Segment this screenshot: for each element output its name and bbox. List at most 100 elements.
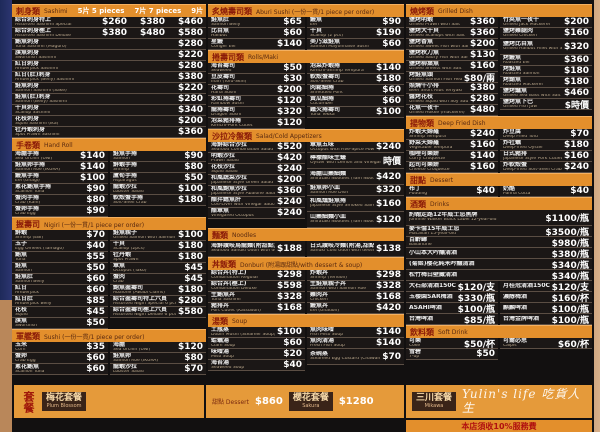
menu-item[interactable]: 鮭魚 Salmon $50	[12, 263, 108, 274]
menu-item[interactable]: 旗魚刺身 Swordfish Sashimi $220	[12, 50, 206, 61]
menu-item[interactable]: 和風鮑魚沙拉 Japanese Style Abalone Salad $360	[208, 186, 305, 197]
menu-item[interactable]: 魚肉味噌 Fish Miso Soup $140	[307, 327, 404, 338]
menu-item[interactable]: 鮭魚刺身 Salmon Sashimi (Sake) $220	[12, 83, 206, 94]
menu-item[interactable]: 彩虹捲壽司 Rainbow Sushi $120	[208, 96, 305, 107]
menu-item[interactable]: 海膽手捲 Sea Urchin (UNI) $140	[12, 151, 108, 162]
menu-item[interactable]: 竹筴魚一夜干 Grilled Jack Mackerel $200	[500, 17, 592, 28]
menu-item[interactable]: 松竹梅白壁藏清酒 $340/瓶	[406, 270, 592, 282]
menu-item[interactable]: 蔥花鮪魚 Scallion Tuna $60	[12, 364, 108, 375]
menu-item[interactable]: 鮭魚手捲 Salmon $90	[110, 151, 206, 162]
menu-item[interactable]: 豆皮壽司 Inari (Tofu-Skin) $30	[208, 74, 305, 85]
menu-item[interactable]: 花枝 Squid $45	[12, 307, 108, 318]
menu-item[interactable]: 花壽司 Hana Sushi $200	[208, 85, 305, 96]
menu-item[interactable]: 黃瓜細捲 Cucumber $60	[307, 96, 404, 107]
menu-item[interactable]: 炸牡蠣 Deep-fried Oyster $180	[500, 140, 592, 151]
menu-item[interactable]: 布丁 Pudding $40	[406, 186, 498, 197]
menu-item[interactable]: 鹽烤鱸魚 Grilled Sea Bass with Salt $460	[500, 88, 592, 99]
menu-item[interactable]: 百齡罈 Ballantine $980/瓶	[406, 237, 592, 249]
menu-item[interactable]: 干貝刺身 Scallop Sashimi $340	[12, 105, 206, 116]
menu-item[interactable]: 花枝刺身 Squid Sashimi (Ika) $200	[12, 116, 206, 127]
menu-item[interactable]: 鮪魚 Tuna $55	[12, 252, 108, 263]
menu-item[interactable]: 麥卡倫15年威士忌 Macallan 15-year-old $3500/瓶	[406, 226, 592, 238]
menu-item[interactable]: 玉櫻園SAR梅酒 $330/瓶	[406, 292, 498, 304]
menu-item[interactable]: 鐵火捲壽司 Tuna Tekka $100	[307, 107, 404, 118]
menu-item[interactable]: 牡丹蝦刺身 Spot Prawn Sashimi $360	[12, 127, 206, 138]
menu-item[interactable]: 奶酪 Panna Cotta $40	[500, 186, 592, 197]
menu-item[interactable]: 咖哩可樂餅 Curry Croquette $140	[406, 151, 498, 162]
menu-item[interactable]: ASAHI啤酒 $100/瓶	[406, 303, 498, 315]
menu-item[interactable]: 綜合握壽司特上六貫 Assorted Nigiri Special 6 pcs $2…	[110, 296, 206, 307]
menu-item[interactable]: 美乃滋鮭魚 Salmon Mayonnaise Sushi $60	[307, 39, 404, 50]
menu-item[interactable]: 月桂冠清酒150C.C.溫$120/支	[500, 281, 592, 293]
menu-item[interactable]: 鹽烤魚下巴 Grilled Fish Jaw $時價	[500, 99, 592, 111]
menu-item[interactable]: 炸蝦丼 Shrimp (Tendon) $298	[307, 270, 404, 281]
menu-item[interactable]: 綜合刺身極上 Assorted Sashimi Deluxe $380 $480 $58…	[12, 28, 206, 39]
menu-item[interactable]: 豬排丼 Port Cutlet (Katsudon) $168	[208, 303, 305, 314]
menu-item[interactable]: 紅甘刺身 Amberjack Sashimi $280	[12, 61, 206, 72]
menu-item[interactable]: 烤鯖魚 Roasted Mackerel $180	[500, 77, 592, 88]
menu-item[interactable]: 濃醇梅酒 $160/杯	[500, 292, 592, 304]
menu-item[interactable]: 日式讚岐冷麵(附湯,甜點) Sanuki Cold Udon with desse…	[307, 241, 404, 257]
menu-item[interactable]: 鹽烤香魚 Grilled Sweet Fish with Salt $200	[406, 39, 498, 50]
menu-item[interactable]: 烤鮭魚頭 Grilled Salmon Fish Head $80/兩	[406, 72, 498, 84]
menu-item[interactable]: 烤鰻魚 Roasted Eel $360	[500, 55, 592, 66]
menu-item[interactable]: 明蝦沙拉 Prawn Salad $420	[208, 153, 305, 164]
menu-item[interactable]: 鹽烤大干貝 Grilled Scallops with Salt $360	[406, 28, 498, 39]
menu-item[interactable]: 蛤蠣湯 Clam Soup $60	[208, 338, 305, 349]
menu-item[interactable]: 泡菜豬排捲 Kimchi-Pork Cutlet $120	[208, 118, 305, 129]
menu-item[interactable]: 海苔壽司 Seaweed $50	[208, 63, 305, 74]
menu-item[interactable]: 鹽烤雞腿肉 Grilled Chicken $160	[500, 28, 592, 39]
menu-item[interactable]: 花枝沙拉 Squid Salad $240	[208, 164, 305, 175]
menu-item[interactable]: 味噌湯 Miso Soup $20	[208, 349, 305, 360]
menu-item[interactable]: 炸豆腐 Deep Fried Tofu $70	[500, 129, 592, 140]
menu-item[interactable]: 綜合丼(極上) Combination Deluxe $598	[208, 281, 305, 292]
menu-item[interactable]: 鹽烤柳葉魚 Grilled Smelts with Salt $160	[406, 61, 498, 72]
menu-item[interactable]: 玉子 Egg Omelet (Tamago) $40	[12, 241, 108, 252]
menu-item[interactable]: 蘆筍手捲 Asparagus $50	[110, 173, 206, 184]
menu-item[interactable]: 起司可樂餅 Cheese Croquette $160	[406, 162, 498, 173]
menu-item[interactable]: 鰻魚 Eel $90	[307, 17, 404, 28]
menu-item[interactable]: 龍捲壽司 Dragon Sushi $320	[208, 107, 305, 118]
menu-item[interactable]: 大石部清酒150C.C.溫$120/支	[406, 281, 498, 293]
menu-item[interactable]: 日式豬排 Japanese Style Pork Cutlet $160	[500, 151, 592, 162]
menu-item[interactable]: 和風蔬菜沙拉 Japanese Style Green Salad $200	[208, 175, 305, 186]
menu-item[interactable]: 小山本大吟釀清酒 $380/瓶	[406, 248, 592, 260]
menu-item[interactable]: 鮑魚握壽司 Abalone (Awabi Clams) $180	[110, 285, 206, 296]
menu-item[interactable]: 鮭魚卵手捲 Salmon Roe (IKURA) $140	[12, 162, 108, 173]
menu-item[interactable]: 花魚一夜干 Grilled Hokke (mackerel) $480	[406, 105, 498, 116]
menu-item[interactable]: 炸軟殼蟹 Deep-fried Soft-Shell Crab $240	[500, 162, 592, 173]
menu-item[interactable]: 雪碧 7-up $50	[406, 349, 498, 360]
menu-item[interactable]: 鮭魚卵小皿 Salmon Roe Dish $320	[307, 185, 404, 196]
menu-item[interactable]: 海鮮讚岐烏龍麵(附甜點)Seafood Sanuki Udon with des…	[208, 241, 305, 257]
set-plum-blossom[interactable]: 梅花套餐 Plum Blossom	[42, 391, 87, 412]
menu-item[interactable]: 干貝 Scallop (2 pcs) $190	[307, 28, 404, 39]
menu-item[interactable]: 星鰻 Conger Eel $140	[208, 39, 305, 50]
menu-item[interactable]: 比目魚 Halibut $60	[208, 28, 305, 39]
menu-item[interactable]: 照燒牛小排 Beef Short Ribs Teriyaki $380	[406, 83, 498, 94]
menu-item[interactable]: 烤鮭魚 Roasted Salmon $180	[500, 66, 592, 77]
menu-item[interactable]: 干貝 Scallop (2pcs) $180	[110, 241, 206, 252]
menu-item[interactable]: 綜合握壽司極上六貫 Assorted Nigiri Deluxe 6 pcs $58…	[110, 307, 206, 318]
menu-item[interactable]: 鰻魚丼 Eel (Unadon) $420	[307, 303, 404, 314]
menu-item[interactable]: 鮭魚卵 Salmon Roe (IKURA) $80	[110, 353, 206, 364]
menu-item[interactable]: 麒麟啤酒 $100/瓶	[500, 303, 592, 315]
menu-item[interactable]: 鹽烤秋刀魚 Grilled Saury Fish with Salt $130	[406, 50, 498, 61]
menu-item[interactable]: 牡丹蝦 Spot Prawn $180	[110, 252, 206, 263]
menu-item[interactable]: 生鮭魚親子丼 Salmon with Salmon Roe $328	[307, 281, 404, 292]
menu-item[interactable]: 龍蝦沙拉 Lobster Salad $70	[110, 364, 206, 375]
menu-item[interactable]: 玉米 Corn $35	[12, 342, 108, 353]
menu-item[interactable]: 龍蝦沙拉 Lobster Salad $100	[110, 184, 206, 195]
menu-item[interactable]: 野菜天婦羅 Vegetable Tempura $160	[406, 140, 498, 151]
menu-item[interactable]: 泡菜炸蝦捲 Kimchi-Shrimp Tempura $140	[307, 63, 404, 74]
menu-item[interactable]: 台灣啤酒 $85/瓶	[406, 314, 498, 326]
menu-item[interactable]: 醋章魚 Vinegared Octopus $240	[208, 208, 305, 219]
menu-item[interactable]: 蟹卵手捲 Crab Egg $90	[12, 206, 108, 217]
menu-item[interactable]: 鰻魚手捲 Eel (Unagi) $100	[12, 173, 108, 184]
